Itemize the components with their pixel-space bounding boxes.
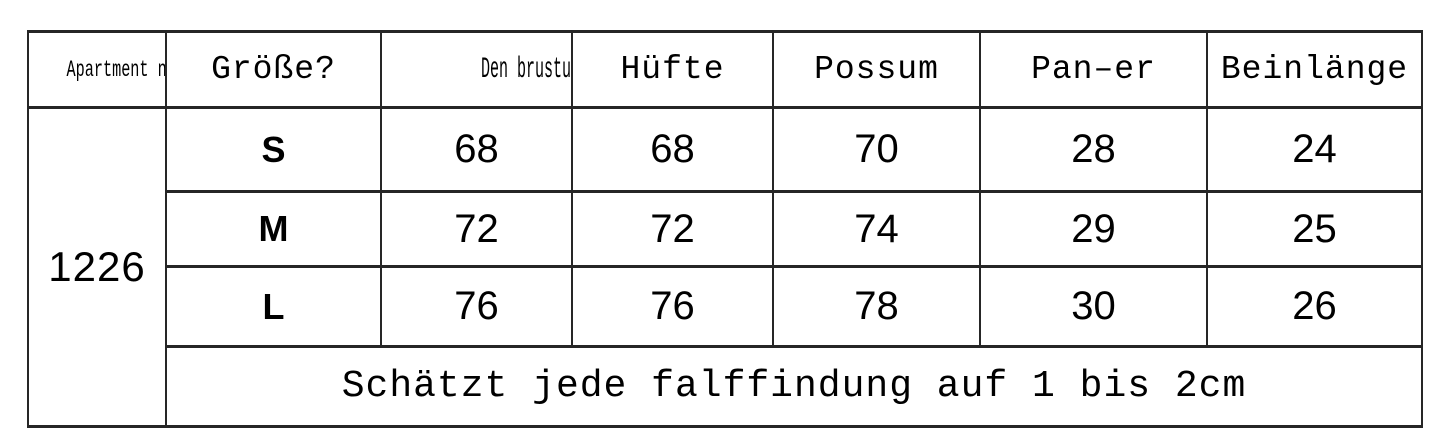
size-cell-s: S	[165, 106, 382, 193]
header-cell-apartment-number: Apartment nummer	[27, 30, 167, 109]
possum-value-s: 70	[772, 106, 981, 193]
table-row-m: M 72 72 74 29 25	[28, 190, 1423, 268]
header-cell-leg-length: Beinlänge	[1206, 30, 1423, 109]
possum-value-m: 74	[772, 190, 981, 268]
paner-value-s: 28	[979, 106, 1208, 193]
hip-value-l: 76	[571, 265, 774, 348]
header-cell-possum: Possum	[772, 30, 981, 109]
table-row-l: L 76 76 78 30 26	[28, 265, 1423, 348]
header-cell-paner: Pan–er	[979, 30, 1208, 109]
tolerance-note: Schätzt jede falffindung auf 1 bis 2cm	[165, 345, 1423, 428]
possum-value-l: 78	[772, 265, 981, 348]
header-label-bust: Den brustumfang runter	[481, 52, 572, 87]
hip-value-m: 72	[571, 190, 774, 268]
note-row: Schätzt jede falffindung auf 1 bis 2cm	[28, 345, 1423, 428]
header-label-apartment-number: Apartment nummer	[66, 56, 166, 83]
header-cell-size: Größe?	[165, 30, 382, 109]
bust-value-s: 68	[380, 106, 573, 193]
paner-value-l: 30	[979, 265, 1208, 348]
hip-value-s: 68	[571, 106, 774, 193]
bust-value-l: 76	[380, 265, 573, 348]
bust-value-m: 72	[380, 190, 573, 268]
leg-value-m: 25	[1206, 190, 1423, 268]
apartment-number-cell: 1226	[27, 106, 167, 428]
size-cell-l: L	[165, 265, 382, 348]
header-cell-hip: Hüfte	[571, 30, 774, 109]
size-chart-table: Apartment nummer Größe? Den brustumfang …	[27, 30, 1423, 428]
size-cell-m: M	[165, 190, 382, 268]
paner-value-m: 29	[979, 190, 1208, 268]
header-row: Apartment nummer Größe? Den brustumfang …	[27, 30, 1423, 109]
table-row-s: 1226 S 68 68 70 28 24	[27, 106, 1423, 428]
header-cell-bust: Den brustumfang runter	[380, 30, 573, 109]
leg-value-s: 24	[1206, 106, 1423, 193]
leg-value-l: 26	[1206, 265, 1423, 348]
